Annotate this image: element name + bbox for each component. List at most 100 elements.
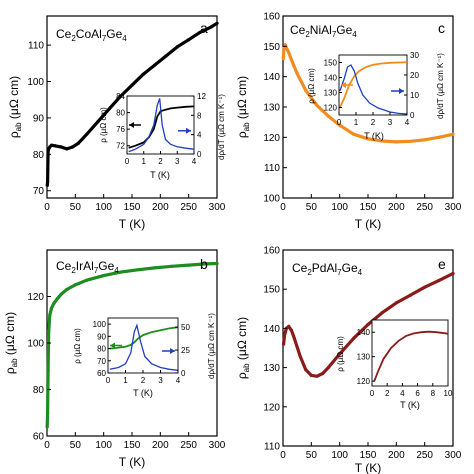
panel-c-inset-ltick-label: 150 xyxy=(324,59,338,68)
panel-c-inset-ltick-label: 140 xyxy=(324,74,338,83)
panel-a-inset-left-arrowhead xyxy=(129,122,134,128)
panel-e-inset-xtick-label: 4 xyxy=(400,389,405,398)
panel-a-xtick-label: 200 xyxy=(152,202,169,213)
panel-a-data-point xyxy=(49,143,54,147)
panel-c-ylabel: ρab (μΩ cm) xyxy=(235,76,251,138)
panel-c-data-point xyxy=(289,58,294,62)
panel-e-ytick-label: 130 xyxy=(263,363,280,374)
panel-e-data-point xyxy=(321,371,325,376)
panel-c-data-point xyxy=(326,114,330,118)
panel-b-ytick-label: 120 xyxy=(27,292,44,303)
panel-a-data-point xyxy=(45,183,49,187)
panel-c-xtick-label: 100 xyxy=(331,202,348,213)
panel-c-inset-right-label: dρ/dT (μΩ cm K⁻¹) xyxy=(436,53,445,119)
panel-c-xticks: 0 50 100 150 200 250 300 xyxy=(280,194,462,213)
panel-e-data-point xyxy=(283,332,287,336)
panel-b-formula: Ce2IrAl7Ge4 xyxy=(56,259,119,275)
panel-b-ytick-label: 80 xyxy=(33,385,45,396)
panel-b-data-point xyxy=(47,329,51,333)
panel-c-data-point xyxy=(423,138,427,142)
panel-b-data-point xyxy=(215,261,219,266)
panel-a-data-point xyxy=(119,94,123,98)
panel-b-inset-xtick-label: 3 xyxy=(158,376,163,385)
panel-e-data-point xyxy=(304,368,308,372)
panel-c-data-point xyxy=(304,88,308,92)
panel-a-inset-rtick-label: 8 xyxy=(197,111,202,120)
panel-e-ytick-label: 150 xyxy=(263,285,280,296)
panel-e-data-point xyxy=(292,336,296,340)
panel-a-inset-right-arrowhead xyxy=(186,127,191,134)
panel-c: 0 50 100 150 200 250 300 100110120130140150160… xyxy=(235,12,462,232)
panel-a-data-point xyxy=(107,107,111,111)
panel-a-data-point xyxy=(164,54,168,58)
panel-c-data-point xyxy=(283,43,287,47)
panel-b-xtick-label: 300 xyxy=(209,440,226,451)
panel-c-yticks: 100 110 120 130 140 150 160 xyxy=(263,12,287,205)
panel-a-xtick-label: 300 xyxy=(209,202,226,213)
panel-c-data-point xyxy=(281,56,285,61)
panel-b-data-point xyxy=(52,301,56,306)
panel-c-inset-xtick-label: 2 xyxy=(371,118,376,127)
panel-a-data-point xyxy=(96,120,100,124)
panel-b-inset-deriv-line xyxy=(109,323,179,371)
panel-a-inset-ltick-label: 76 xyxy=(116,125,125,134)
panel-c-inset-rtick-label: 0 xyxy=(410,111,415,120)
panel-b-inset-rtick-label: 25 xyxy=(181,346,190,355)
panel-c-inset-rtick-label: 30 xyxy=(410,51,419,60)
panel-b-xtick-label: 250 xyxy=(180,440,197,451)
panel-a-data-point xyxy=(46,180,50,184)
panel-a-data-point xyxy=(215,21,219,25)
panel-b-inset-right-arrowhead xyxy=(170,348,175,354)
panel-e-xtick-label: 200 xyxy=(388,450,405,461)
panel-e-inset-xtick-label: 8 xyxy=(431,389,436,398)
panel-c-ytick-label: 130 xyxy=(263,103,280,114)
panel-b-data-point xyxy=(73,283,77,287)
panel-b-data-point xyxy=(65,287,69,292)
panel-e-data-point xyxy=(423,285,427,289)
panel-a-ytick-label: 80 xyxy=(33,150,45,161)
panel-e-inset-ltick-label: 140 xyxy=(357,328,371,337)
panel-c-data-point xyxy=(408,139,413,143)
panel-e-xtick-label: 250 xyxy=(416,450,433,461)
panel-b-ytick-label: 100 xyxy=(27,339,44,350)
panel-a-xlabel: T (K) xyxy=(119,217,145,231)
panel-a-data-point xyxy=(153,63,157,67)
panel-c-inset-xtick-label: 3 xyxy=(388,118,393,127)
panel-a-data-point xyxy=(198,30,202,34)
panel-e-data-point xyxy=(309,373,313,377)
panel-b-inset-xtick-label: 1 xyxy=(123,376,128,385)
panel-e-inset: 0 2 4 6 8 10 120 130 140 ρ (μΩ cm) T (K) xyxy=(336,319,453,410)
panel-e-data-point xyxy=(289,328,294,332)
panel-c-inset: 0 10 20 30 0 1 2 3 4 120 130 140 150 ρ (μΩ cm) dρ/dT… xyxy=(307,51,445,141)
panel-c-xlabel: T (K) xyxy=(355,217,381,231)
panel-a-yticks: 70 80 90 100 110 xyxy=(27,41,51,197)
panel-b-data-point xyxy=(46,369,50,373)
panel-c-ytick-label: 160 xyxy=(263,12,280,23)
panel-a-inset-rho-line xyxy=(128,105,195,149)
panel-e-curve-group xyxy=(282,271,455,378)
panel-c-data-point xyxy=(437,135,441,139)
panel-a-ytick-label: 100 xyxy=(27,77,44,88)
panel-a-inset-xtick-label: 3 xyxy=(175,157,180,166)
panel-a-data-point xyxy=(76,141,80,145)
panel-e-xtick-label: 150 xyxy=(360,450,377,461)
panel-b-inset-left-label: ρ (μΩ cm) xyxy=(73,328,82,364)
panel-a-curve-group xyxy=(45,21,219,187)
panel-e-inset-xtick-label: 0 xyxy=(370,389,375,398)
panel-a-inset-xlabel: T (K) xyxy=(150,170,170,180)
panel-a-xticks: 0 50 100 150 200 250 300 xyxy=(44,194,226,213)
panel-b-xtick-label: 200 xyxy=(152,440,169,451)
panel-a-inset-ltick-label: 80 xyxy=(116,109,125,118)
panel-e-inset-rho-line xyxy=(373,330,449,382)
panel-c-inset-rtick-label: 20 xyxy=(410,71,419,80)
panel-c-inset-xtick-label: 4 xyxy=(405,118,410,127)
panel-c-xtick-label: 250 xyxy=(416,202,433,213)
panel-c-data-point xyxy=(295,72,299,76)
panel-a-inset-xtick-label: 2 xyxy=(158,157,163,166)
panel-a-inset-rtick-label: 0 xyxy=(197,150,202,159)
panel-a-xtick-label: 50 xyxy=(70,202,82,213)
